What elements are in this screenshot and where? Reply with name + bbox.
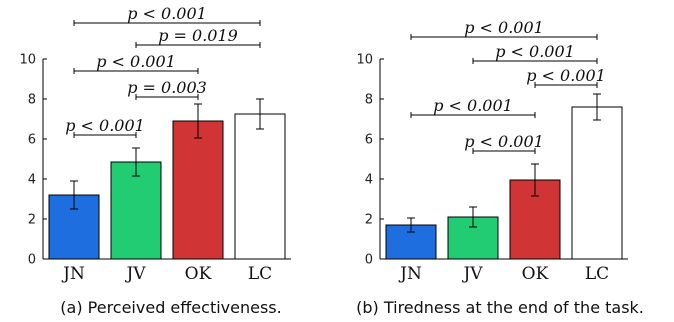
x-tick-label: JV	[461, 264, 483, 284]
bar-lc	[571, 106, 623, 260]
p-value-label: p < 0.001	[96, 52, 176, 71]
y-tick-label: 0	[28, 253, 36, 268]
caption-b: (b) Tiredness at the end of the task.	[356, 298, 644, 317]
panel-tiredness: 0 2 4 6 8 10 JN JV OK LC p < 0.001 p < 0.001 p < 0.0…	[356, 18, 628, 284]
p-value-label: p < 0.001	[433, 96, 513, 115]
y-tick-label: 2	[365, 213, 373, 228]
y-tick-label: 0	[365, 253, 373, 268]
y-tick-label: 4	[365, 173, 373, 188]
p-value-label: p < 0.001	[495, 42, 575, 61]
x-tick-label: OK	[185, 264, 212, 284]
x-tick-label: JN	[61, 264, 85, 284]
p-value-label: p = 0.003	[127, 78, 207, 97]
p-value-label: p < 0.001	[65, 116, 145, 135]
bar-jv	[110, 161, 162, 260]
p-value-label: p = 0.019	[158, 26, 238, 45]
x-tick-label: LC	[585, 264, 609, 284]
y-tick-label: 6	[28, 133, 36, 148]
p-value-label: p < 0.001	[464, 132, 544, 151]
p-value-label: p < 0.001	[464, 18, 544, 37]
y-tick-label: 10	[19, 53, 36, 68]
y-tick-label: 2	[28, 213, 36, 228]
caption-a: (a) Perceived effectiveness.	[60, 298, 281, 317]
y-tick-label: 6	[365, 133, 373, 148]
x-tick-label: JV	[124, 264, 146, 284]
p-value-label: p < 0.001	[526, 66, 606, 85]
p-value-label: p < 0.001	[127, 4, 207, 23]
y-tick-label: 10	[356, 53, 373, 68]
y-tick-label: 8	[365, 93, 373, 108]
y-tick-label: 4	[28, 173, 36, 188]
x-tick-label: LC	[248, 264, 272, 284]
panel-perceived-effectiveness: 0 2 4 6 8 10 JN JV OK LC p < 0.001 p = 0.019 p < 0.0…	[19, 4, 291, 284]
bar-lc	[234, 113, 286, 260]
y-tick-label: 8	[28, 93, 36, 108]
x-tick-label: OK	[522, 264, 549, 284]
x-tick-label: JN	[398, 264, 422, 284]
bar-ok	[172, 120, 224, 260]
